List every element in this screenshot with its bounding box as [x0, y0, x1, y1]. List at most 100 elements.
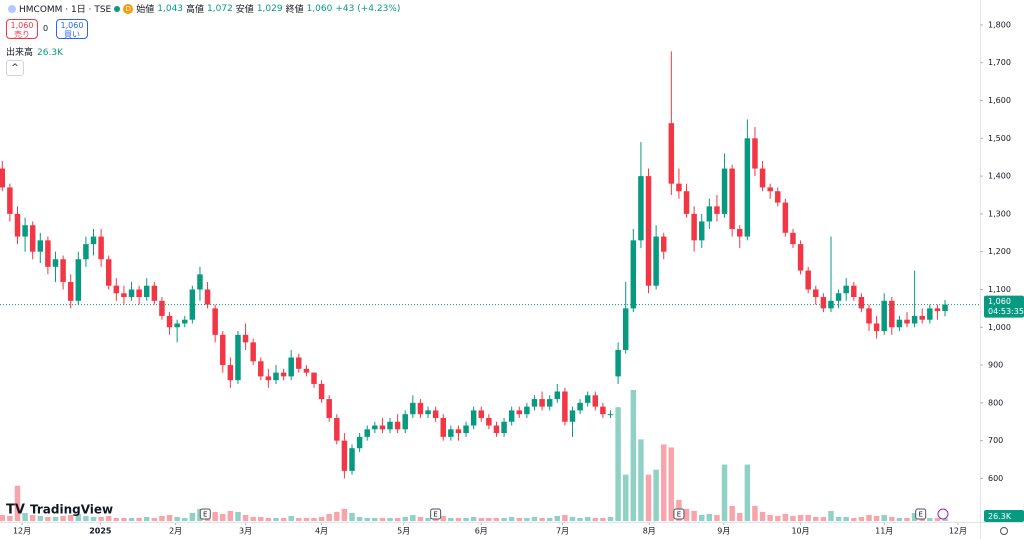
volume-bar — [737, 512, 743, 521]
candle-body — [22, 225, 28, 237]
volume-legend: 出来高 26.3K — [6, 45, 63, 58]
candle-body — [220, 334, 226, 366]
candle-body — [805, 270, 811, 290]
volume-bar — [645, 474, 652, 521]
volume-bar — [90, 516, 97, 521]
volume-bar — [478, 517, 484, 521]
x-tick-label: 2025 — [89, 527, 112, 536]
y-tick-label: 1,000 — [988, 323, 1011, 332]
candle-body — [607, 414, 614, 416]
candle-body — [881, 300, 887, 332]
volume-bar — [524, 517, 530, 521]
volume-bar — [881, 514, 887, 521]
candle-body — [113, 285, 120, 294]
candle-body — [105, 259, 112, 286]
candle-body — [828, 300, 834, 309]
volume-bar — [29, 514, 36, 521]
y-tick-label: 1,700 — [988, 58, 1011, 67]
y-tick-label: 1,500 — [988, 134, 1011, 143]
last-price-badge — [984, 295, 1024, 318]
volume-bar — [729, 505, 735, 521]
candle-body — [759, 168, 766, 188]
volume-bar — [75, 513, 82, 521]
candle-body — [7, 187, 13, 214]
collapse-button[interactable]: ^ — [6, 60, 24, 76]
candle-body — [372, 425, 378, 430]
volume-bar — [752, 505, 758, 521]
volume-bar — [258, 516, 264, 521]
sell-label: 売り — [14, 30, 30, 39]
y-tick-label: 1,100 — [988, 285, 1011, 294]
volume-bar — [668, 447, 675, 521]
candle-body — [622, 308, 629, 350]
x-tick-label: 7月 — [556, 527, 569, 536]
volume-bar — [562, 514, 568, 521]
candle-body — [904, 319, 910, 324]
last-price-label: 1,060 — [988, 297, 1011, 306]
candle-body — [265, 376, 272, 381]
volume-bar — [296, 517, 302, 521]
settings-icon — [1000, 527, 1008, 535]
volume-bar — [159, 515, 165, 521]
high-value: 1,072 — [207, 3, 233, 14]
candle-body — [29, 225, 36, 252]
x-tick-label: 12月 — [949, 527, 967, 536]
candle-body — [98, 236, 104, 260]
event-label: E — [677, 511, 681, 519]
candle-body — [402, 414, 408, 430]
y-tick-label: 1,200 — [988, 247, 1011, 256]
volume-bar — [744, 464, 751, 521]
volume-bar — [212, 511, 218, 521]
symbol[interactable]: HMCOMM · 1日 · TSE — [19, 5, 112, 15]
x-tick-label: 10月 — [791, 527, 809, 536]
volume-bar — [600, 517, 606, 521]
candle-body — [797, 244, 804, 271]
volume-bar — [835, 516, 842, 521]
candle-body — [417, 402, 424, 415]
volume-bar — [630, 390, 637, 521]
candle-body — [851, 285, 857, 298]
volume-bar — [858, 516, 865, 521]
candle-body — [159, 300, 165, 316]
buy-button[interactable]: 1,060 買い — [56, 19, 88, 39]
volume-bar — [683, 508, 690, 521]
sell-button[interactable]: 1,060 売り — [6, 19, 38, 39]
volume-bar — [501, 517, 507, 521]
candle-body — [889, 300, 895, 328]
legend-header: HMCOMM · 1日 · TSE D 始値 1,043 高値 1,072 安値 1,… — [8, 2, 400, 15]
volume-bar — [174, 516, 180, 521]
volume-bar — [775, 515, 781, 521]
candle-body — [486, 417, 492, 426]
y-tick-label: 1,300 — [988, 209, 1011, 218]
candle-body — [524, 406, 530, 415]
volume-bar — [326, 513, 332, 521]
candle-body — [562, 391, 568, 422]
candle-body — [790, 232, 796, 245]
volume-bar — [220, 513, 226, 521]
candle-body — [440, 417, 446, 437]
candle-body — [387, 421, 393, 430]
volume-bar — [790, 515, 796, 521]
candle-body — [813, 289, 819, 298]
event-marker — [430, 508, 442, 520]
candle-body — [600, 406, 606, 415]
candle-body — [311, 372, 317, 384]
volume-bar — [873, 515, 880, 521]
candle-body — [432, 410, 439, 418]
volume-value: 26.3K — [37, 48, 63, 58]
candle-body — [615, 349, 621, 377]
candle-body — [121, 293, 127, 298]
candle-body — [258, 361, 264, 377]
event-marker — [199, 508, 211, 520]
candle-body — [455, 429, 462, 434]
candle-body — [843, 285, 849, 294]
volume-badge-label: 26.3K — [988, 512, 1012, 521]
candle-body — [638, 176, 644, 241]
volume-bar — [143, 516, 150, 521]
close-label: 終値 — [285, 5, 304, 15]
x-tick-label: 2月 — [169, 527, 182, 536]
candle-body — [927, 308, 933, 320]
